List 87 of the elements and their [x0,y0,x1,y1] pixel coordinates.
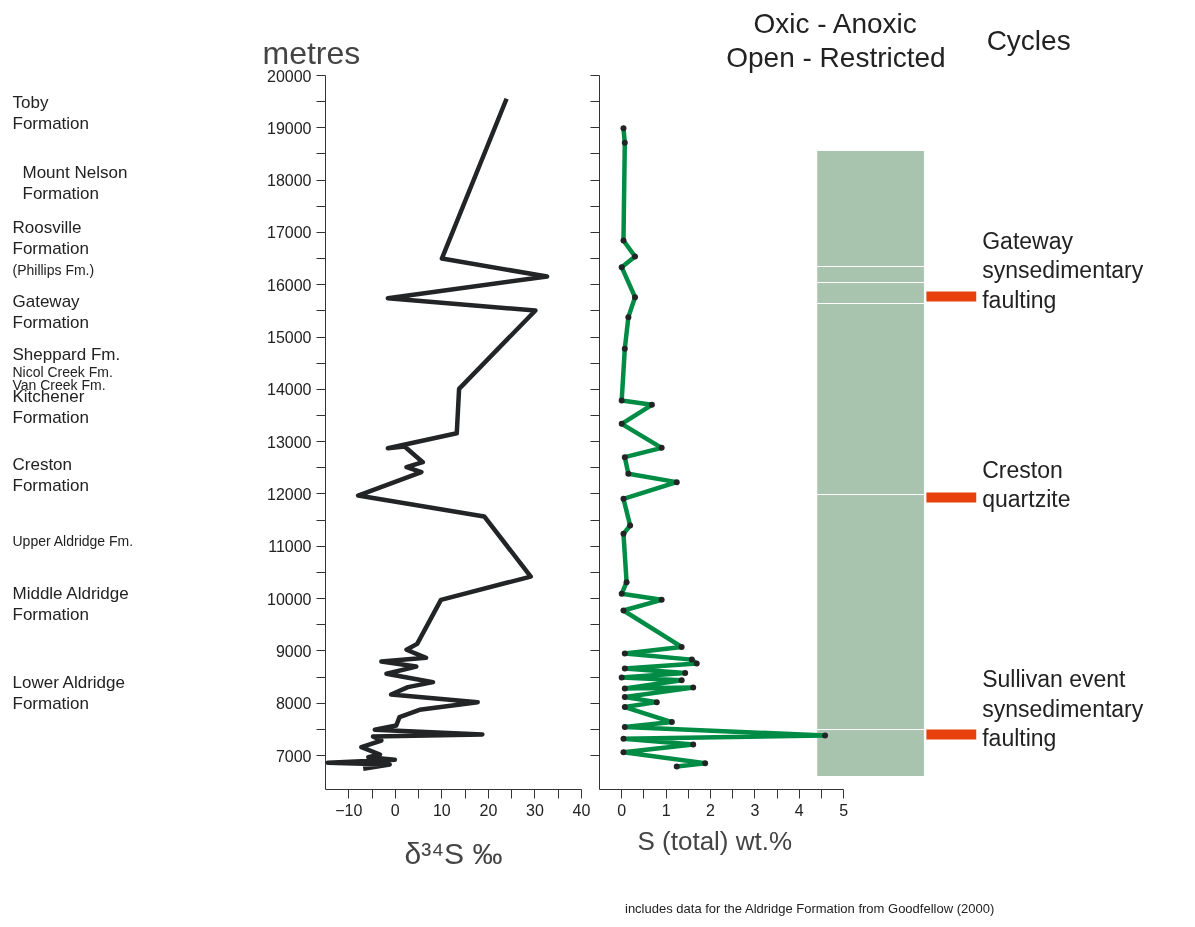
x-tick-label: 4 [794,801,804,819]
y-tick-label: 12000 [267,485,312,503]
point [627,522,634,529]
point [632,253,639,260]
point [621,139,628,146]
point [620,495,627,502]
text: Upper Aldridge Fm. [12,532,134,549]
point [632,294,639,301]
x-tick-label: 3 [750,801,760,819]
point [618,397,625,404]
point [621,454,628,461]
y-tick-label: 15000 [267,329,312,347]
x-tick-label: 1 [661,801,671,819]
point [690,684,697,691]
point [620,530,627,537]
point [688,656,695,663]
x-tick-label: 30 [526,801,544,819]
y-tick-label: 9000 [275,642,312,660]
y-tick-label: 14000 [267,381,312,399]
point [621,665,628,672]
x-tick-label: 2 [706,801,716,819]
point [620,749,627,756]
point [702,760,709,767]
text: Mount Nelson Formation [22,163,128,204]
ref-line-label: Gateway synsedimentary faulting [982,227,1144,314]
text: (Phillips Fm.) [12,262,95,279]
x-axis-title: δ³⁴S ‰ [404,836,503,870]
point [621,685,628,692]
point [621,694,628,701]
point [620,125,627,132]
y-tick-label: 13000 [267,433,312,451]
y-tick-label: 16000 [267,276,312,294]
point [621,345,628,352]
point [658,596,665,603]
line-series [325,96,550,772]
point [673,763,680,770]
point [668,719,675,726]
text: Cycles [986,25,1071,56]
point [621,650,628,657]
point [653,699,660,706]
point [682,669,689,676]
point [625,470,632,477]
x-tick-label: 20 [479,801,498,819]
text: Gateway Formation [12,291,90,332]
point [618,674,625,681]
point [690,741,697,748]
point [618,590,625,597]
point [658,444,665,451]
point [678,677,685,684]
x-tick-label: 5 [839,801,849,819]
y-tick-label: 18000 [267,172,312,190]
y-tick-label: 8000 [275,695,312,713]
ref-line-label: Sullivan event synsedimentary faulting [982,665,1144,752]
text: Middle Aldridge Formation [12,584,129,625]
y-tick-label: 17000 [267,224,312,242]
y-tick-label: 11000 [268,538,312,556]
point [621,704,628,711]
text: Lower Aldridge Formation [12,673,125,713]
x-tick-label: 10 [432,801,451,819]
x-tick-label: 0 [617,801,627,819]
point [822,732,829,739]
point [620,735,627,742]
y-tick-label: 10000 [267,590,312,608]
point [625,314,632,321]
y-tick-label: 19000 [267,119,312,137]
point [621,724,628,731]
x-axis-title: S (total) wt.% [637,825,793,856]
text: Oxic - Anoxic Open - Restricted [726,7,946,74]
x-tick-label: −10 [335,801,363,819]
x-tick-label: 40 [572,801,591,819]
text: Toby Formation [12,93,90,133]
point [620,237,627,244]
point [648,401,655,408]
point [678,643,685,650]
point [673,479,680,486]
y-tick-label: 7000 [275,747,312,765]
text: includes data for the Aldridge Formation from Goodfellow (2000) [625,900,995,918]
point [618,264,625,271]
point [620,607,627,614]
point [623,579,630,586]
point [693,660,700,667]
point [618,420,625,427]
ref-line-label: Creston quartzite [982,456,1071,513]
text: Creston Formation [12,455,90,496]
x-tick-label: 0 [390,801,400,819]
text: Roosville Formation [12,218,90,259]
text: Sheppard Fm. [12,345,121,365]
